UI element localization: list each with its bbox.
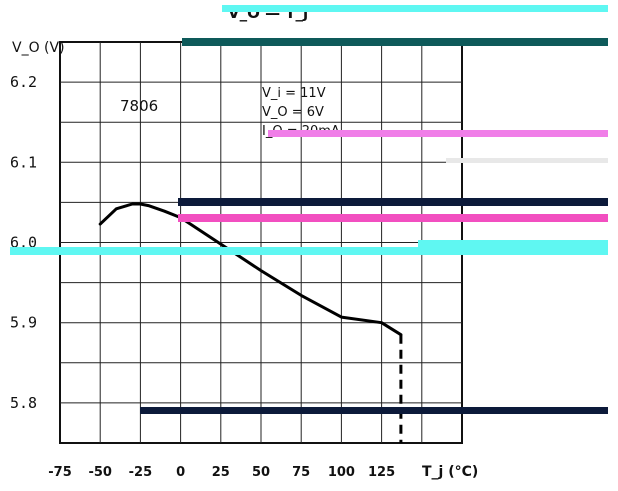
- y-tick-label: 5.8: [10, 394, 37, 412]
- x-axis-label: T_j (°C): [422, 464, 478, 480]
- y-tick-label: 5.9: [10, 314, 37, 332]
- y-axis-label: V_O (V): [12, 40, 65, 56]
- artifact-bar-magenta: [268, 130, 608, 137]
- x-tick-label: -25: [129, 465, 153, 480]
- x-tick-label: 100: [328, 465, 355, 480]
- x-tick-label: -75: [48, 465, 72, 480]
- x-tick-label: 75: [292, 465, 310, 480]
- device-annotation: 7806: [120, 97, 158, 115]
- y-tick-label: 6.1: [10, 153, 37, 171]
- artifact-bar-lightgray: [446, 158, 608, 163]
- x-tick-label: 50: [252, 465, 270, 480]
- x-tick-label: 25: [212, 465, 230, 480]
- artifact-bar-cyan-upper: [418, 240, 608, 247]
- y-tick-label: 6.2: [10, 73, 37, 91]
- artifact-bar-navy-bottom: [140, 407, 608, 414]
- vo-annotation: V_O = 6V: [262, 105, 324, 120]
- artifact-bar-cyan-long: [10, 247, 608, 255]
- x-tick-label: 0: [176, 465, 185, 480]
- x-tick-label: 125: [368, 465, 395, 480]
- series-line-vo: [98, 202, 403, 337]
- artifact-bar-teal-top: [182, 38, 608, 46]
- vi-annotation: V_i = 11V: [262, 86, 326, 101]
- artifact-bar-navy-mid: [178, 198, 608, 206]
- artifact-bar-pink: [178, 214, 608, 222]
- artifact-overlays: [10, 5, 608, 414]
- artifact-bar-cyan-title: [222, 5, 608, 12]
- x-tick-label: -50: [88, 465, 112, 480]
